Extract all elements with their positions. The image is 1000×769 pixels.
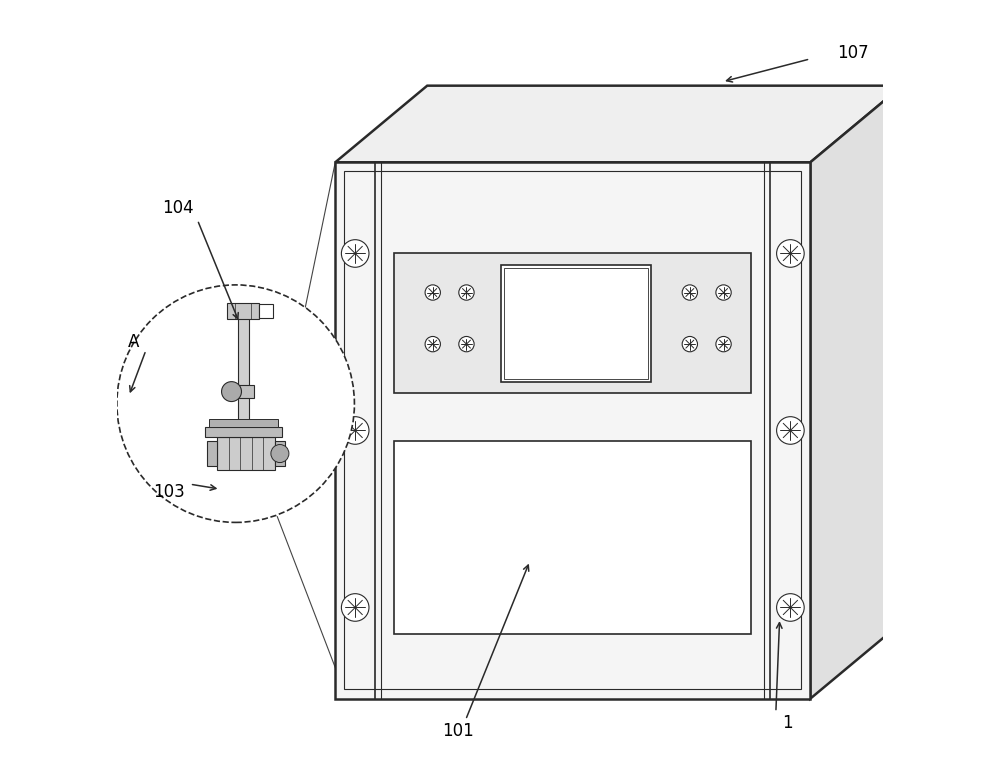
- Circle shape: [341, 417, 369, 444]
- Circle shape: [117, 285, 354, 522]
- Circle shape: [271, 444, 289, 462]
- Polygon shape: [810, 85, 902, 699]
- Circle shape: [459, 337, 474, 351]
- Circle shape: [425, 285, 440, 300]
- Bar: [394, 441, 751, 634]
- Circle shape: [777, 417, 804, 444]
- Text: 104: 104: [162, 199, 194, 218]
- Circle shape: [222, 381, 241, 401]
- Bar: [394, 254, 751, 393]
- Text: 101: 101: [442, 722, 474, 740]
- Bar: [209, 419, 278, 427]
- Circle shape: [341, 594, 369, 621]
- Text: A: A: [128, 333, 139, 351]
- Bar: [344, 171, 801, 690]
- Text: 1: 1: [782, 714, 793, 732]
- Circle shape: [341, 240, 369, 268]
- Bar: [238, 311, 249, 421]
- Circle shape: [716, 285, 731, 300]
- Bar: [227, 302, 259, 319]
- Circle shape: [777, 594, 804, 621]
- Bar: [501, 265, 651, 381]
- Bar: [233, 385, 254, 398]
- Bar: [335, 162, 810, 699]
- Circle shape: [459, 285, 474, 300]
- Bar: [259, 304, 273, 318]
- Circle shape: [682, 337, 697, 351]
- Circle shape: [777, 240, 804, 268]
- Text: 103: 103: [153, 483, 185, 501]
- Circle shape: [682, 285, 697, 300]
- Bar: [205, 427, 282, 438]
- Bar: [504, 268, 648, 378]
- Bar: [275, 441, 285, 467]
- Bar: [217, 438, 275, 470]
- Circle shape: [425, 337, 440, 351]
- Bar: [207, 441, 217, 467]
- Polygon shape: [335, 85, 902, 162]
- Circle shape: [716, 337, 731, 351]
- Text: 107: 107: [837, 45, 869, 62]
